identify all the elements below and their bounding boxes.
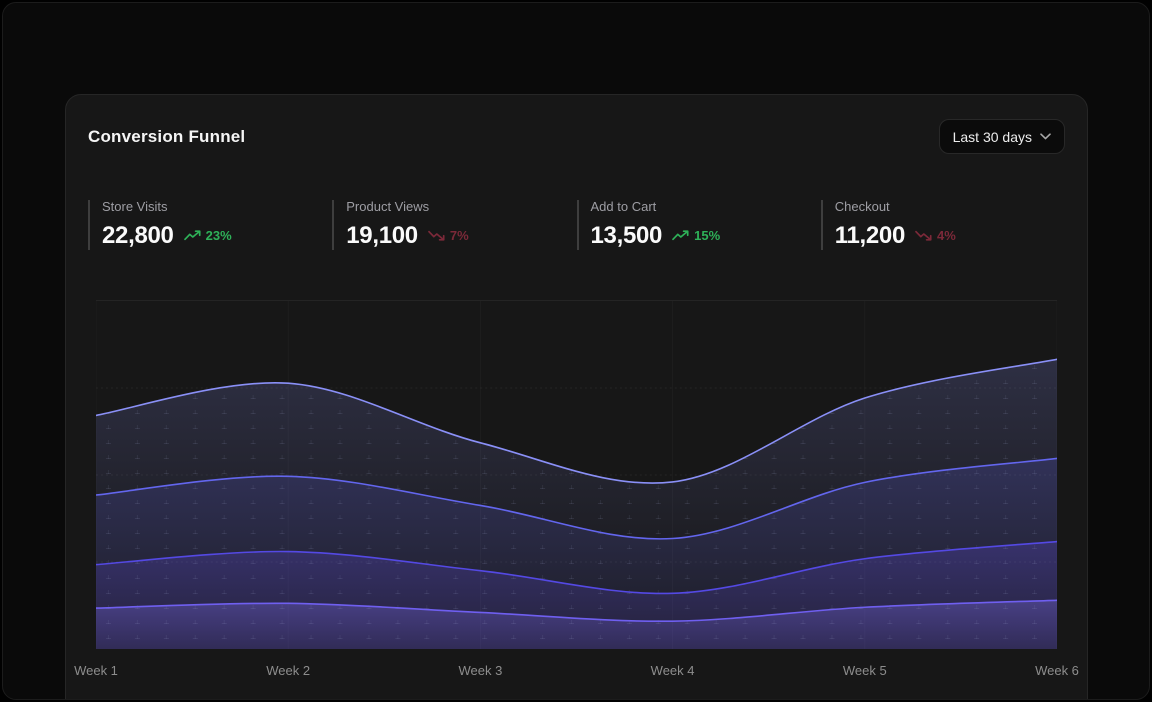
x-axis-label: Week 2	[266, 663, 311, 678]
trend-badge: 23%	[183, 221, 232, 250]
trend-badge: 15%	[672, 221, 720, 250]
stat-label: Add to Cart	[590, 199, 657, 214]
x-axis-label: Week 3	[458, 663, 503, 678]
date-range-dropdown[interactable]: Last 30 days	[938, 119, 1065, 154]
x-axis-label: Week 4	[650, 663, 695, 678]
stat-product-views: Product Views 19,100 7%	[332, 200, 576, 250]
kpi-row: Store Visits 22,800 23% Product Views 19	[88, 200, 1065, 250]
funnel-area-chart	[96, 358, 1057, 649]
stat-value: 11,200	[834, 222, 906, 249]
stat-label: Checkout	[834, 199, 890, 214]
stat-store-visits: Store Visits 22,800 23%	[88, 200, 332, 250]
trending-up-icon	[672, 230, 689, 241]
trending-down-icon	[915, 230, 932, 241]
stat-value: 19,100	[346, 222, 418, 249]
conversion-funnel-card: Conversion Funnel Last 30 days Store Vis…	[65, 94, 1088, 699]
chevron-down-icon	[1040, 133, 1051, 140]
stat-checkout: Checkout 11,200 4%	[820, 199, 1065, 250]
stat-change: 7%	[449, 228, 469, 243]
card-header: Conversion Funnel Last 30 days	[88, 119, 1065, 154]
date-range-label: Last 30 days	[952, 128, 1032, 145]
stat-change: 23%	[205, 228, 232, 243]
stat-add-to-cart: Add to Cart 13,500 15%	[576, 199, 821, 250]
trend-badge: 7%	[428, 221, 469, 250]
funnel-chart: Week 1 Week 2 Week 3 Week 4 Week 5 Week 6	[74, 300, 1079, 678]
stat-value: 13,500	[590, 222, 663, 249]
trend-badge: 4%	[915, 221, 956, 250]
x-axis-label: Week 1	[74, 663, 118, 678]
stat-label: Store Visits	[102, 199, 168, 214]
trending-down-icon	[428, 230, 445, 241]
x-axis: Week 1 Week 2 Week 3 Week 4 Week 5 Week 6	[74, 663, 1079, 678]
x-axis-label: Week 6	[1035, 663, 1079, 678]
page-title: Conversion Funnel	[88, 126, 246, 146]
x-axis-label: Week 5	[842, 663, 887, 678]
stat-label: Product Views	[346, 199, 430, 214]
stat-change: 15%	[694, 228, 721, 243]
stat-value: 22,800	[102, 222, 174, 249]
stat-change: 4%	[937, 228, 956, 243]
trending-up-icon	[183, 230, 201, 241]
